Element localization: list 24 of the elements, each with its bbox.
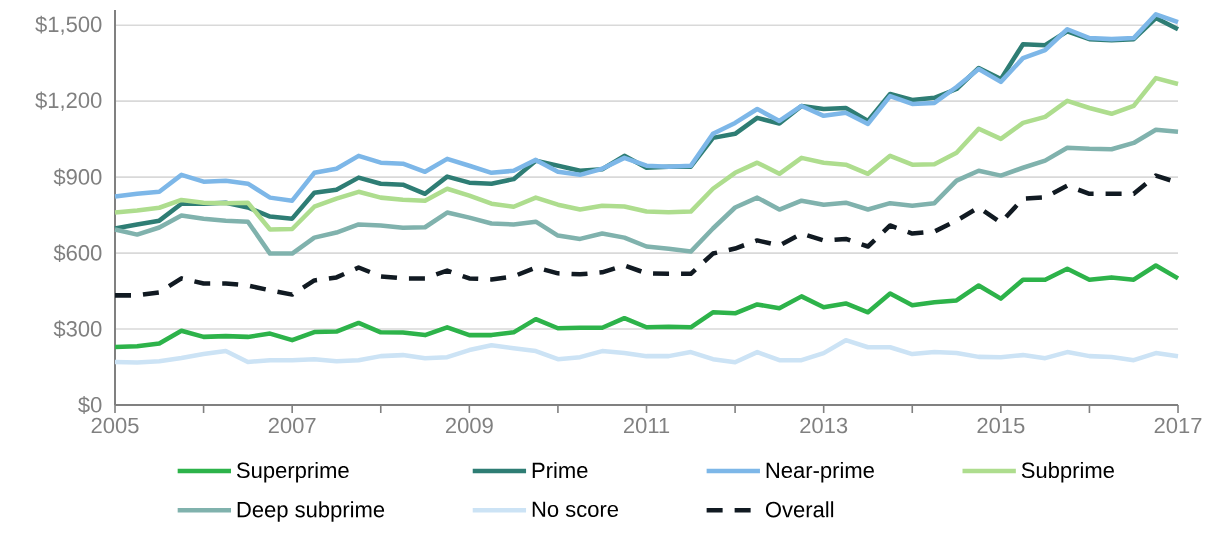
x-tick-label: 2013 — [800, 417, 848, 434]
x-tick-label: 2005 — [91, 417, 139, 434]
x-tick-label: 2007 — [268, 417, 316, 434]
x-tick-label: 2009 — [445, 417, 493, 434]
x-tick-label: 2017 — [1154, 417, 1202, 434]
y-tick-label: $300 — [53, 320, 102, 338]
y-tick-label: $1,500 — [35, 15, 102, 35]
legend-label: Deep subprime — [237, 501, 385, 522]
line-series — [112, 127, 1181, 256]
legend-label: Subprime — [1021, 461, 1114, 483]
legend-label: Near-prime — [766, 461, 874, 483]
y-tick-label: $600 — [53, 244, 102, 262]
x-tick-label: 2011 — [623, 417, 670, 434]
line-series — [112, 337, 1181, 365]
x-tick-label: 2015 — [977, 417, 1025, 434]
y-tick-label: $900 — [53, 168, 102, 187]
y-tick-label: $0 — [78, 396, 102, 414]
y-tick-label: $1,200 — [35, 91, 102, 111]
line-series — [112, 75, 1181, 232]
legend-label: Prime — [532, 461, 588, 479]
legend-label: Superprime — [236, 461, 349, 483]
legend-label: Overall — [765, 501, 834, 518]
line-series — [112, 263, 1181, 350]
legend-label: No score — [532, 501, 619, 517]
